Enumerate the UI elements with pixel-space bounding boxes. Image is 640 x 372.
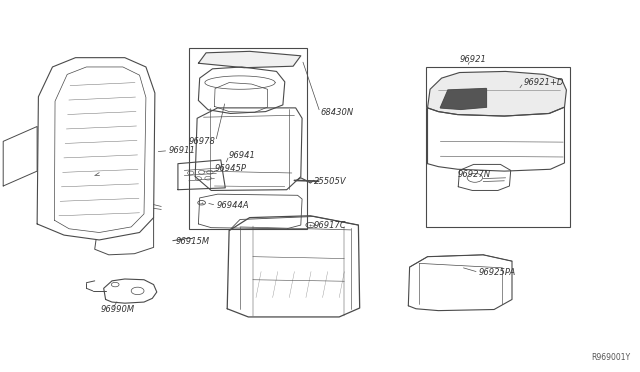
Bar [426, 67, 570, 227]
Text: 96925PA: 96925PA [479, 268, 516, 277]
Text: 96990M: 96990M [101, 305, 135, 314]
Polygon shape [440, 89, 486, 109]
Text: 96911: 96911 [168, 146, 195, 155]
Polygon shape [428, 71, 566, 116]
Text: 96915M: 96915M [176, 237, 210, 246]
Text: R969001Y: R969001Y [591, 353, 630, 362]
Bar [189, 48, 307, 229]
Text: 96921: 96921 [460, 55, 486, 64]
Polygon shape [198, 51, 301, 68]
Text: 96978: 96978 [189, 137, 216, 146]
Text: 96945P: 96945P [214, 164, 246, 173]
Text: 25505V: 25505V [314, 177, 346, 186]
Text: 96921+D: 96921+D [524, 78, 564, 87]
Text: 96941: 96941 [229, 151, 256, 160]
Text: 96917C: 96917C [314, 221, 346, 230]
Text: 68430N: 68430N [320, 108, 353, 117]
Text: 96927N: 96927N [458, 170, 491, 179]
Text: 96944A: 96944A [216, 201, 249, 210]
